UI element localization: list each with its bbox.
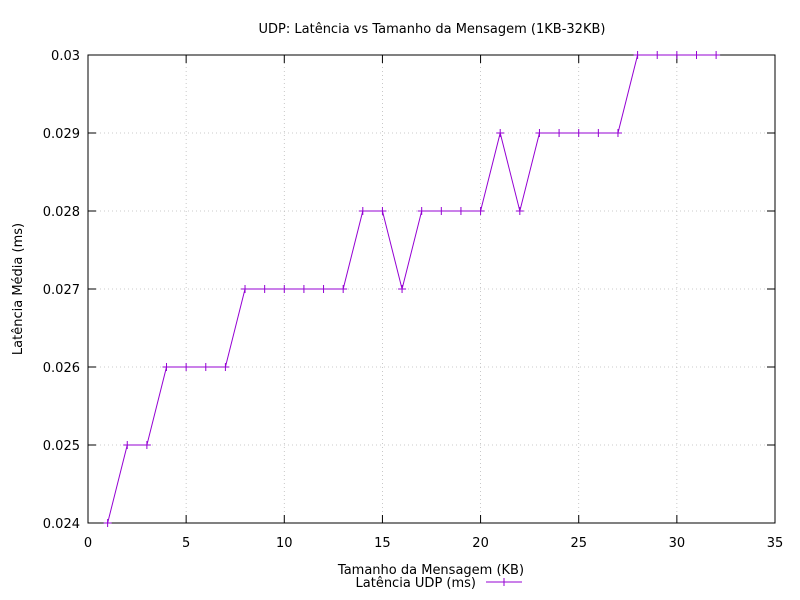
data-point-marker: [358, 207, 367, 215]
data-point-marker: [515, 207, 524, 215]
data-point-marker: [260, 285, 269, 293]
x-tick-label: 35: [767, 536, 784, 551]
data-point-marker: [339, 285, 348, 293]
data-point-marker: [319, 285, 328, 293]
data-point-marker: [241, 285, 250, 293]
data-point-marker: [594, 129, 603, 137]
y-tick-label: 0.029: [43, 127, 80, 142]
plot-area-border: [87, 54, 776, 524]
data-point-marker: [378, 207, 387, 215]
data-point-marker: [417, 207, 426, 215]
data-point-marker: [299, 285, 308, 293]
data-point-marker: [201, 363, 210, 371]
y-tick-label: 0.025: [43, 439, 80, 454]
legend: Latência UDP (ms): [356, 576, 522, 591]
data-point-marker: [692, 51, 701, 59]
data-point-marker: [496, 129, 505, 137]
y-tick-label: 0.03: [51, 49, 80, 64]
data-point-marker: [456, 207, 465, 215]
data-point-marker: [555, 129, 564, 137]
data-point-marker: [221, 363, 230, 371]
data-point-marker: [535, 129, 544, 137]
grid-lines: [88, 55, 775, 523]
data-point-marker: [672, 51, 681, 59]
y-tick-label: 0.026: [43, 361, 80, 376]
series-layer: [103, 51, 721, 527]
x-tick-label: 30: [669, 536, 686, 551]
data-point-marker: [437, 207, 446, 215]
legend-label: Latência UDP (ms): [356, 576, 476, 591]
data-point-marker: [103, 519, 112, 527]
data-point-marker: [162, 363, 171, 371]
data-point-marker: [123, 441, 132, 449]
data-point-marker: [476, 207, 485, 215]
x-tick-label: 15: [374, 536, 391, 551]
axis-ticks: 0.024 0.025 0.026 0.027 0.028 0.029 0.03 0 5 10 15…: [43, 49, 783, 551]
y-tick-label: 0.027: [43, 283, 80, 298]
data-point-marker: [633, 51, 642, 59]
x-tick-label: 10: [276, 536, 293, 551]
data-point-marker: [280, 285, 289, 293]
chart-title: UDP: Latência vs Tamanho da Mensagem (1K…: [259, 22, 606, 37]
y-axis-title: Latência Média (ms): [11, 223, 26, 355]
y-tick-label: 0.024: [43, 517, 80, 532]
data-point-marker: [712, 51, 721, 59]
x-tick-label: 0: [84, 536, 92, 551]
y-tick-label: 0.028: [43, 205, 80, 220]
data-point-marker: [613, 129, 622, 137]
data-point-marker: [182, 363, 191, 371]
data-point-marker: [398, 285, 407, 293]
data-point-marker: [142, 441, 151, 449]
x-tick-label: 5: [182, 536, 190, 551]
x-tick-label: 20: [472, 536, 489, 551]
x-axis-title: Tamanho da Mensagem (KB): [337, 563, 524, 578]
data-point-marker: [574, 129, 583, 137]
data-point-marker: [653, 51, 662, 59]
x-tick-label: 25: [570, 536, 587, 551]
